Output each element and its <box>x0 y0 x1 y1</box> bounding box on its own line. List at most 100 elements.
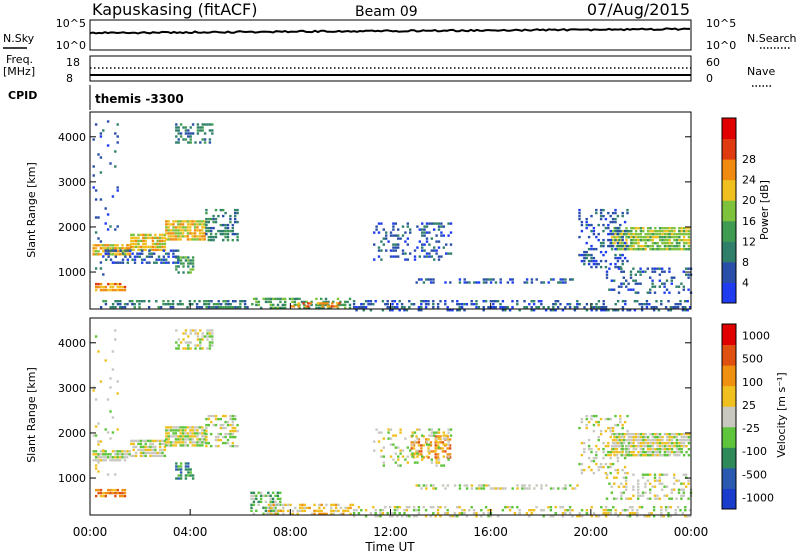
data-cell <box>590 247 593 251</box>
data-cell <box>599 214 603 218</box>
data-cell <box>675 233 679 236</box>
data-cell <box>673 476 676 479</box>
data-cell <box>284 503 287 507</box>
data-cell <box>610 279 613 282</box>
data-cell <box>231 306 235 309</box>
data-cell <box>628 515 632 518</box>
data-cell <box>177 468 180 471</box>
data-cell <box>141 261 144 264</box>
data-cell <box>625 279 628 282</box>
data-cell <box>396 515 399 518</box>
data-cell <box>109 288 112 292</box>
data-cell <box>203 232 206 235</box>
data-cell <box>400 515 404 518</box>
data-cell <box>210 432 213 436</box>
data-cell <box>397 446 400 449</box>
data-cell <box>222 306 225 309</box>
data-cell <box>653 267 657 270</box>
data-cell <box>448 515 452 518</box>
data-cell <box>150 255 153 258</box>
data-cell <box>675 248 679 251</box>
data-cell <box>97 153 100 156</box>
data-cell <box>116 491 119 495</box>
data-cell <box>578 462 581 466</box>
data-cell <box>623 420 627 424</box>
data-cell <box>301 509 304 513</box>
data-cell <box>610 445 614 448</box>
data-cell <box>604 515 608 518</box>
data-cell <box>670 276 673 279</box>
data-cell <box>428 452 431 455</box>
data-cell <box>658 436 662 439</box>
data-cell <box>132 236 135 240</box>
data-cell <box>607 223 610 227</box>
data-cell <box>663 445 667 448</box>
data-cell <box>271 491 275 494</box>
nsky-trace <box>89 27 690 35</box>
data-cell <box>92 247 95 250</box>
data-cell <box>196 432 199 435</box>
data-cell <box>429 506 433 509</box>
data-cell <box>194 332 197 335</box>
data-cell <box>250 494 253 497</box>
data-cell <box>342 509 345 513</box>
data-cell <box>175 126 178 129</box>
data-cell <box>446 435 449 438</box>
data-cell <box>475 306 478 309</box>
data-cell <box>114 247 117 250</box>
data-cell <box>118 253 122 256</box>
data-cell <box>687 482 690 485</box>
data-cell <box>646 454 650 457</box>
data-cell <box>404 258 407 261</box>
data-cell <box>146 233 150 237</box>
data-cell <box>374 512 377 515</box>
colorbar-frame <box>721 323 737 510</box>
data-cell <box>580 453 584 457</box>
data-cell <box>432 281 435 284</box>
data-cell <box>516 303 519 306</box>
data-cell <box>646 439 650 442</box>
data-cell <box>430 222 433 225</box>
data-cell <box>595 235 598 239</box>
data-cell <box>615 497 618 500</box>
data-cell <box>307 305 310 308</box>
data-cell <box>387 428 390 431</box>
data-cell <box>222 300 225 303</box>
data-cell <box>144 451 147 455</box>
data-cell <box>205 223 208 227</box>
data-cell <box>229 423 232 427</box>
data-cell <box>604 471 608 475</box>
data-cell <box>592 429 596 433</box>
data-cell <box>413 255 417 258</box>
data-cell <box>411 452 414 455</box>
data-cell <box>585 220 588 224</box>
data-cell <box>109 247 112 250</box>
data-cell <box>599 241 603 245</box>
data-cell <box>201 223 204 226</box>
y-tick-label: 1000 <box>58 266 86 279</box>
data-cell <box>654 448 657 451</box>
data-cell <box>687 436 691 439</box>
data-cell <box>435 431 438 434</box>
data-cell <box>116 253 119 256</box>
data-cell <box>189 268 192 271</box>
data-cell <box>360 509 363 512</box>
data-cell <box>497 487 500 490</box>
data-cell <box>410 303 413 306</box>
data-cell <box>399 464 402 467</box>
data-cell <box>404 240 407 243</box>
data-cell <box>687 497 690 500</box>
y-tick-label: 4000 <box>58 337 86 350</box>
data-cell <box>403 512 406 515</box>
data-cell <box>685 445 688 448</box>
data-cell <box>523 487 526 490</box>
data-cell <box>680 448 683 451</box>
data-cell <box>417 278 421 281</box>
data-cell <box>578 217 581 221</box>
data-cell <box>336 306 340 310</box>
data-cell <box>525 278 529 281</box>
data-cell <box>435 234 438 237</box>
data-cell <box>658 233 662 236</box>
data-cell <box>583 468 586 472</box>
data-cell <box>286 509 290 513</box>
